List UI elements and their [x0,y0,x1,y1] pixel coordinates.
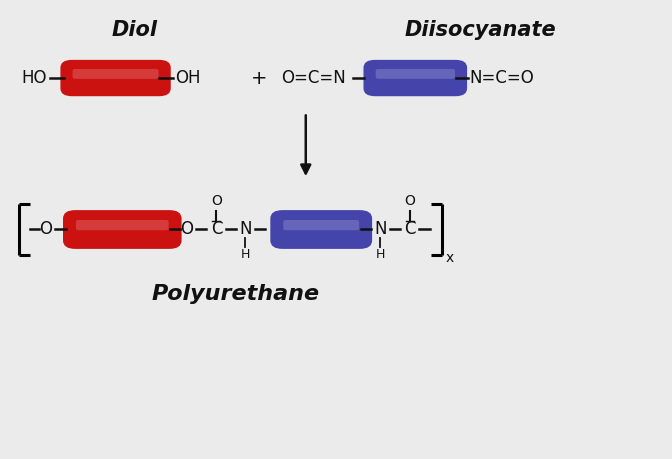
FancyBboxPatch shape [376,69,455,79]
Text: H: H [241,248,250,261]
Text: O: O [405,194,415,208]
FancyBboxPatch shape [63,210,181,249]
FancyBboxPatch shape [284,220,359,230]
Text: Diisocyanate: Diisocyanate [405,20,556,40]
Text: HO: HO [22,69,47,87]
Text: N: N [374,220,386,239]
Text: O=C=N: O=C=N [281,69,345,87]
Text: Diol: Diol [112,20,157,40]
Text: Polyurethane: Polyurethane [151,284,319,304]
Text: H: H [376,248,385,261]
Text: x: x [446,251,454,265]
FancyBboxPatch shape [60,60,171,96]
Text: N: N [239,220,251,239]
Text: O: O [39,220,52,239]
FancyBboxPatch shape [364,60,467,96]
Text: +: + [251,68,267,88]
Text: O: O [180,220,194,239]
FancyBboxPatch shape [76,220,169,230]
Text: N=C=O: N=C=O [469,69,534,87]
Text: C: C [210,220,222,239]
Text: C: C [404,220,416,239]
FancyBboxPatch shape [73,69,159,79]
FancyBboxPatch shape [270,210,372,249]
Text: O: O [211,194,222,208]
Text: OH: OH [175,69,200,87]
